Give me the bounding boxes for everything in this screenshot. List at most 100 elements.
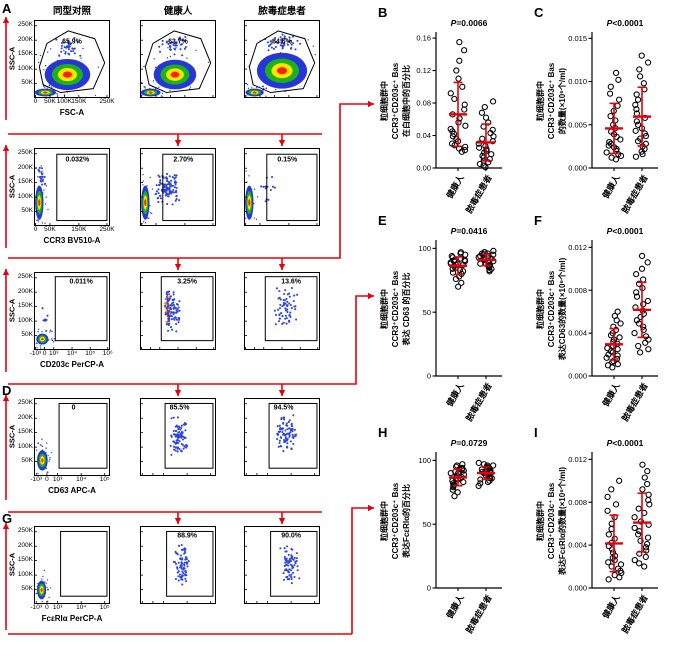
group-label: 健康人 (600, 173, 622, 201)
y-tick-label: 0.004 (568, 329, 587, 338)
data-point (640, 326, 647, 334)
data-point (605, 531, 612, 538)
panel-letter-D: D (2, 383, 12, 398)
flow-plot-canvas: 13.6% (244, 272, 320, 350)
flow-plot-canvas: 85.5% (140, 398, 216, 476)
gate-outline (144, 30, 212, 94)
gate-percentage: 65.9% (62, 38, 83, 45)
data-point (486, 155, 493, 163)
data-point (634, 96, 642, 103)
y-tick-label: 0.04 (416, 131, 431, 140)
flow-x-tick-label: 0 (45, 604, 49, 611)
data-point (614, 346, 621, 353)
data-point (638, 252, 646, 260)
y-axis-title-line: 粒细胞群中 (535, 289, 545, 329)
data-point (605, 351, 612, 358)
data-point (643, 540, 651, 548)
data-point (616, 574, 623, 581)
data-point (482, 164, 489, 171)
data-point (631, 557, 638, 564)
data-point (456, 38, 463, 46)
data-point (478, 109, 486, 116)
data-point (605, 142, 612, 149)
gate-outline (266, 153, 318, 222)
scatter-chart-F: 0.000 0.004 0.008 0.012 粒细胞群中 CCR3⁺CD203c⁺ Ba… (535, 226, 658, 424)
y-axis-title-line: 粒细胞群中 (535, 501, 545, 541)
flow-plot-row2-col2: 2.70% (140, 148, 216, 226)
data-point (450, 480, 457, 487)
data-point (633, 289, 640, 296)
flow-column-title: 脓毒症患者 (258, 6, 306, 17)
data-point (449, 486, 456, 493)
panel-letter-G: G (2, 511, 13, 526)
flow-x-tick-label: 10⁵ (99, 604, 110, 611)
flow-y-tick-label: 50K (21, 331, 33, 339)
data-point (616, 334, 623, 341)
data-point (606, 90, 614, 97)
gate-outline (38, 30, 106, 94)
data-point (631, 524, 638, 532)
data-point (450, 484, 457, 491)
data-point (640, 276, 647, 283)
data-point (635, 505, 642, 512)
data-point (642, 553, 649, 561)
gate-percentage: 63.7% (168, 38, 189, 45)
panel-letter-B: B (378, 5, 388, 20)
flow-plot-row4-col3: 94.5% (244, 398, 320, 476)
y-axis-title-line: 粒细胞群中 (379, 289, 389, 329)
flow-plot-canvas: 63.7% (140, 20, 216, 98)
flow-plot-canvas: 90.0% (244, 526, 320, 604)
group-label: 脓毒症患者 (463, 593, 494, 636)
data-point (475, 482, 482, 490)
data-point (485, 119, 492, 126)
flow-y-tick-label: 200K (17, 35, 33, 43)
gate-outline (164, 402, 214, 469)
flow-y-tick-label: 250K (17, 399, 33, 407)
p-value: P=0.0416 (451, 226, 488, 236)
y-axis-title-line: CCR3⁺CD203c⁺ Bas (391, 62, 400, 139)
data-point (459, 83, 466, 90)
data-point (605, 576, 612, 583)
data-point (642, 132, 650, 140)
data-point (639, 461, 646, 468)
gate-outline (270, 530, 318, 597)
gate-outline (264, 276, 318, 342)
data-point (645, 491, 652, 498)
group-label: 脓毒症患者 (619, 593, 650, 636)
data-point (615, 76, 622, 83)
scatter-panel-C: C 0.000 0.005 0.010 0.015 粒细胞群中 CCR3⁺CD203c⁺ B… (532, 4, 696, 216)
flow-plot-canvas: 3.25% (140, 272, 216, 350)
flow-y-tick-label: 150K (17, 428, 33, 436)
data-point (460, 478, 467, 486)
y-axis-title-line: 在白细胞中的百分比 (401, 65, 411, 137)
flow-y-tick-label: 200K (17, 163, 33, 171)
flow-y-tick-label: 150K (17, 178, 33, 186)
data-point (617, 152, 625, 160)
data-point (461, 106, 468, 113)
flow-y-tick-label: 100K (17, 192, 33, 200)
group-label: 健康人 (444, 381, 466, 409)
data-point (476, 144, 483, 151)
data-point (616, 477, 623, 484)
data-point (604, 507, 611, 514)
y-axis-title-line: 粒细胞群中 (379, 81, 389, 121)
gate-percentage: 2.70% (173, 156, 194, 163)
flow-plot-row5-col2: 88.9% (140, 526, 216, 604)
y-axis-title-line: 表达CD63的数量(×10⁶个/ml) (557, 257, 567, 361)
data-point (486, 477, 493, 484)
flow-x-tick-label: 250K (99, 98, 115, 105)
flow-y-tick-label: 200K (17, 413, 33, 421)
data-point (614, 308, 621, 315)
p-value: P<0.0001 (607, 438, 644, 448)
data-point (462, 143, 469, 151)
group-label: 健康人 (600, 593, 622, 621)
gate-percentage: 3.25% (177, 279, 198, 286)
panel-letter-E: E (378, 213, 387, 228)
data-point (644, 59, 652, 66)
gate-outline (54, 276, 108, 342)
data-point (631, 514, 638, 521)
data-point (633, 106, 640, 113)
flow-plot-canvas: 65.9% (34, 20, 110, 98)
data-point (613, 317, 620, 324)
